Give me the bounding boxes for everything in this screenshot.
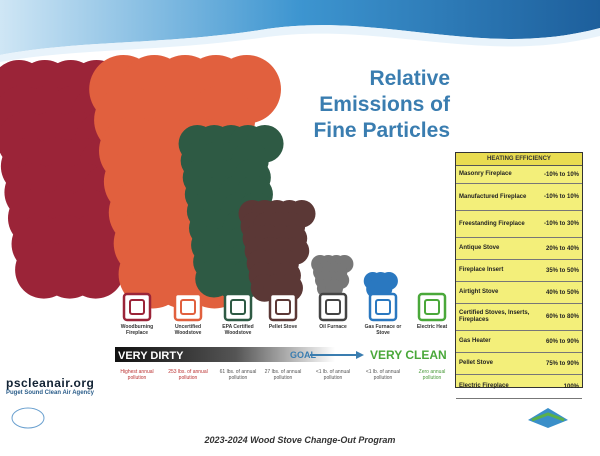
table-row: Fireplace Insert 35% to 50% — [456, 260, 582, 282]
appliance-name: Antique Stove — [459, 245, 500, 251]
efficiency: 75% to 90% — [545, 360, 579, 367]
appliance-name: Masonry Fireplace — [459, 171, 512, 177]
icon-frame — [173, 292, 203, 322]
appliance-name: Certified Stoves, Inserts, Fireplaces — [459, 310, 530, 323]
agency: Puget Sound Clean Air Agency — [6, 390, 94, 396]
table-row: Manufactured Fireplace -10% to 10% — [456, 184, 582, 211]
appliance-name: Pellet Stove — [459, 360, 494, 366]
efficiency: -10% to 30% — [543, 221, 579, 227]
appliance-label: Oil Furnace — [319, 324, 347, 330]
right-logo — [528, 408, 568, 428]
table-row: Airtight Stove 40% to 50% — [456, 282, 582, 304]
icon-glyph — [129, 299, 145, 315]
appliance-label: Pellet Stove — [268, 324, 298, 330]
footer: 2023-2024 Wood Stove Change-Out Program — [204, 435, 396, 445]
pollution-label: Highest annual pollution — [120, 369, 154, 381]
smoke-puff — [66, 241, 125, 299]
efficiency: -10% to 10% — [543, 171, 579, 178]
efficiency-table: HEATING EFFICIENCY Masonry Fireplace -10%… — [455, 152, 583, 399]
appliance-name: Electric Fireplace — [459, 383, 509, 389]
efficiency: 20% to 40% — [545, 245, 579, 252]
icon-frame — [368, 292, 398, 322]
icon-glyph — [275, 299, 291, 315]
appliance-label: EPA Certified Woodstove — [222, 324, 254, 336]
appliance-name: Airtight Stove — [459, 289, 499, 295]
icon-frame — [318, 292, 348, 322]
icon-glyph — [230, 299, 246, 315]
icon-glyph — [375, 299, 391, 315]
icon-glyph — [325, 299, 341, 315]
arrow-head — [356, 351, 364, 359]
table-row: Electric Fireplace 100% — [456, 375, 582, 399]
icon-frame — [417, 292, 447, 322]
efficiency: 60% to 80% — [545, 314, 579, 320]
header-wave — [0, 0, 600, 55]
appliance-label: Gas Furnace or Stove — [364, 324, 402, 336]
pollution-label: 61 lbs. of annual pollution — [219, 369, 257, 381]
efficiency: 60% to 90% — [545, 338, 579, 345]
pollution-label: <1 lb. of annual pollution — [315, 369, 351, 381]
efficiency: 35% to 50% — [545, 267, 579, 274]
appliance-label: Woodburning Fireplace — [120, 324, 154, 336]
pollution-label: 27 lbs. of annual pollution — [264, 369, 302, 381]
appliance-label: Uncertified Woodstove — [174, 324, 202, 336]
appliance-name: Fireplace Insert — [459, 267, 504, 273]
efficiency: 40% to 50% — [545, 289, 579, 296]
pollution-label: 253 lbs. of annual pollution — [168, 369, 208, 381]
title: Relative Emissions of Fine Particles — [313, 67, 450, 142]
goal: GOAL — [290, 350, 316, 360]
pollution-label: <1 lb. of annual pollution — [365, 369, 401, 381]
icons — [122, 292, 447, 322]
table-row: Antique Stove 20% to 40% — [456, 238, 582, 260]
table-header: HEATING EFFICIENCY — [456, 153, 582, 166]
site: pscleanair.org — [6, 376, 95, 390]
right-logo-leaf — [531, 412, 565, 422]
appliance-name: Gas Heater — [459, 338, 491, 344]
icon-frame — [223, 292, 253, 322]
very-dirty: VERY DIRTY — [118, 350, 184, 362]
table-row: Masonry Fireplace -10% to 10% — [456, 166, 582, 184]
efficiency: 100% — [563, 383, 579, 390]
header-wave-light — [0, 25, 600, 62]
icon-frame — [268, 292, 298, 322]
appliance-label: Electric Heat — [416, 324, 448, 330]
table-row: Gas Heater 60% to 90% — [456, 331, 582, 353]
table-row: Pellet Stove 75% to 90% — [456, 353, 582, 375]
table-row: Freestanding Fireplace -10% to 30% — [456, 211, 582, 238]
icon-glyph — [180, 299, 196, 315]
icon-frame — [122, 292, 152, 322]
scale-bar — [115, 347, 335, 362]
left-logo — [11, 407, 45, 429]
icon-glyph — [424, 299, 440, 315]
appliance-name: Manufactured Fireplace — [459, 193, 527, 200]
appliance-name: Freestanding Fireplace — [459, 220, 525, 227]
very-clean: VERY CLEAN — [370, 348, 447, 362]
table-row: Certified Stoves, Inserts, Fireplaces 60%… — [456, 304, 582, 331]
smoke-plumes — [0, 55, 398, 309]
pollution-label: Zero annual pollution — [418, 369, 446, 381]
efficiency: -10% to 10% — [543, 194, 579, 200]
